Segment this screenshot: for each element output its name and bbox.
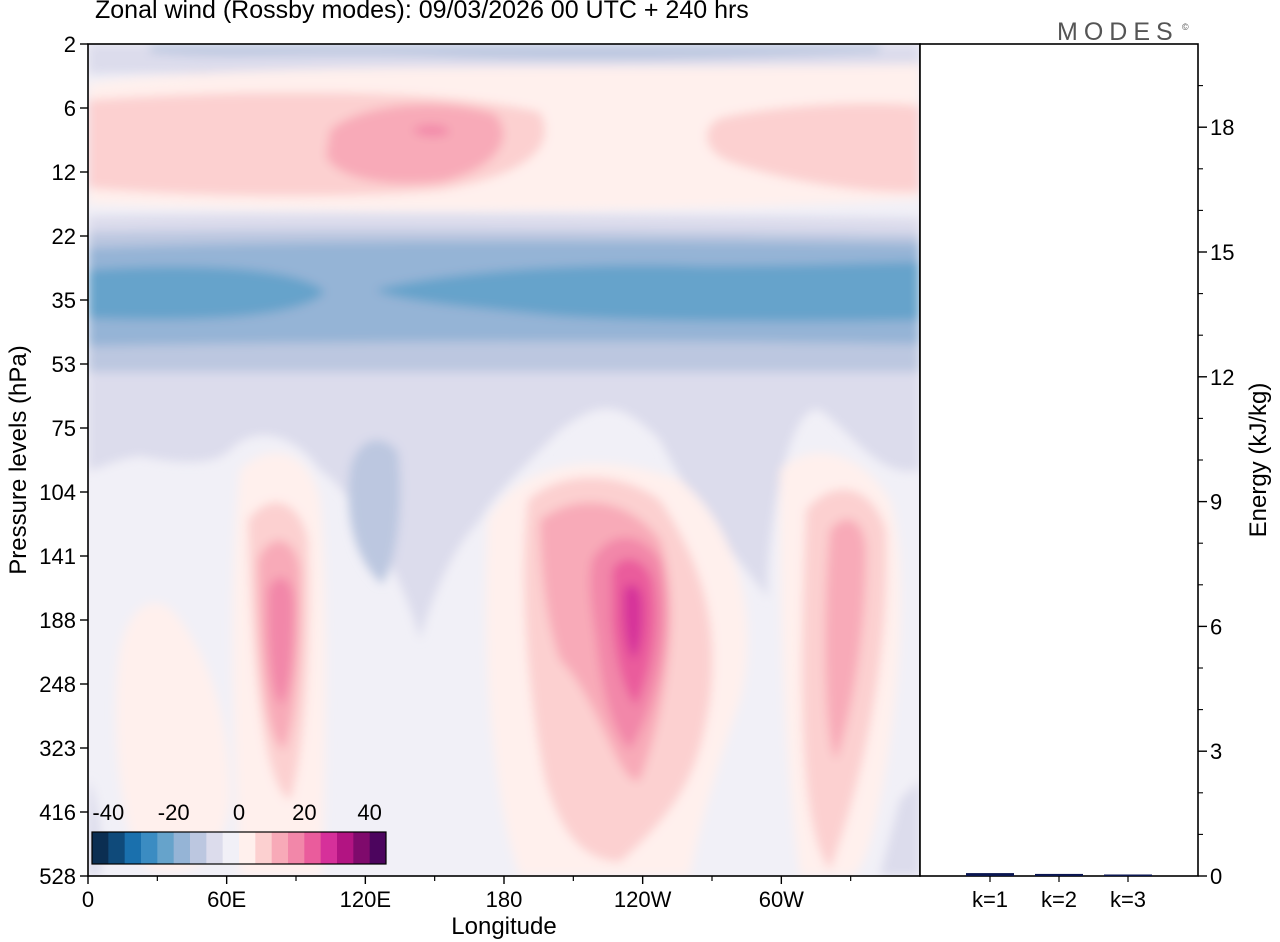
contour-bottom-right-pocket	[880, 780, 920, 876]
colorbar-labels: -40 -20 0 20 40	[92, 800, 381, 825]
energy-tick-label: 12	[1210, 365, 1234, 390]
colorbar-swatch	[337, 832, 354, 864]
copyright-mark: ©	[1182, 22, 1189, 32]
pressure-tick-label: 416	[39, 800, 76, 825]
energy-tick-label: 18	[1210, 115, 1234, 140]
colorbar-swatch	[222, 832, 240, 864]
colorbar-label: 20	[292, 800, 316, 825]
pressure-axis-label: Pressure levels (hPa)	[5, 345, 32, 574]
colorbar-swatch	[271, 832, 289, 864]
energy-tick-label: 3	[1210, 739, 1222, 764]
colorbar-swatch	[124, 832, 142, 864]
pressure-tick-label: 528	[39, 864, 76, 889]
contour-upper-westerly-4	[326, 104, 504, 184]
energy-category-label: k=3	[1110, 887, 1146, 912]
longitude-axis-label: Longitude	[451, 913, 556, 940]
energy-tick-label: 0	[1210, 864, 1222, 889]
colorbar-label: 40	[357, 800, 381, 825]
pressure-tick-label: 248	[39, 672, 76, 697]
energy-axis: 0 3 6 9 12 15 18	[1198, 85, 1234, 889]
energy-bar	[1035, 873, 1083, 876]
contour-trop-cell-1-base	[116, 603, 230, 873]
longitude-tick-label: 60W	[759, 887, 804, 912]
contour-mid-negative	[88, 372, 920, 640]
longitude-tick-label: 60E	[207, 887, 246, 912]
colorbar-swatch	[141, 832, 158, 864]
pressure-tick-label: 141	[39, 544, 76, 569]
colorbar-swatch	[108, 832, 126, 864]
contour-trop-cell-1-4	[267, 577, 295, 705]
contour-easterly-pocket	[348, 440, 401, 584]
pressure-tick-label: 104	[39, 480, 76, 505]
colorbar-label: -20	[158, 800, 190, 825]
pressure-tick-label: 35	[52, 288, 76, 313]
colorbar-swatch	[239, 832, 256, 864]
energy-tick-label: 9	[1210, 490, 1222, 515]
contour-easterly-3	[375, 262, 920, 322]
colorbar-swatch	[353, 832, 371, 864]
contour-easterly-2	[88, 266, 325, 320]
colorbar-label: -40	[92, 800, 124, 825]
pressure-tick-label: 6	[64, 96, 76, 121]
colorbar-swatch	[320, 832, 338, 864]
contour-upper-westerly-max	[412, 124, 450, 137]
contour-trop-cell-2-max	[623, 584, 643, 660]
colorbar-frame	[91, 831, 387, 865]
pressure-tick-label: 12	[52, 160, 76, 185]
pressure-tick-label: 2	[64, 32, 76, 57]
colorbar-swatch	[288, 832, 305, 864]
colorbar	[91, 831, 387, 865]
energy-category-label: k=1	[972, 887, 1008, 912]
colorbar-swatch	[369, 832, 387, 864]
colorbar-label: 0	[233, 800, 245, 825]
contour-upper-westerly-3	[706, 103, 920, 193]
colorbar-swatch	[304, 832, 322, 864]
colorbar-swatch	[173, 832, 191, 864]
energy-tick-label: 15	[1210, 240, 1234, 265]
pressure-tick-label: 22	[52, 224, 76, 249]
contour-trop-cell-3-2	[825, 519, 866, 760]
colorbar-swatch	[157, 832, 175, 864]
energy-categories: k=1 k=2 k=3	[972, 876, 1146, 912]
pressure-tick-label: 188	[39, 608, 76, 633]
pressure-tick-label: 323	[39, 736, 76, 761]
energy-bar	[1104, 874, 1152, 876]
modes-logo: MODES	[1057, 18, 1179, 46]
chart-title: Zonal wind (Rossby modes): 09/03/2026 00…	[95, 0, 749, 24]
energy-axis-label: Energy (kJ/kg)	[1245, 383, 1272, 538]
contour-field	[88, 44, 920, 876]
longitude-tick-label: 120W	[614, 887, 672, 912]
colorbar-swatch	[92, 832, 109, 864]
colorbar-swatch	[255, 832, 273, 864]
energy-tick-label: 6	[1210, 614, 1222, 639]
pressure-axis: 2 6 12 22 35 53 75 104 141 188 248 323 416 528	[39, 32, 88, 889]
longitude-tick-label: 180	[486, 887, 523, 912]
longitude-axis: 0 60E 120E 180 120W 60W	[82, 876, 852, 912]
longitude-tick-label: 120E	[340, 887, 391, 912]
colorbar-swatch	[206, 832, 224, 864]
pressure-tick-label: 53	[52, 352, 76, 377]
energy-category-label: k=2	[1041, 887, 1077, 912]
contour-top-negative-2	[150, 44, 880, 60]
longitude-tick-label: 0	[82, 887, 94, 912]
colorbar-swatch	[190, 832, 207, 864]
energy-plot-frame	[919, 43, 1199, 877]
energy-bar	[966, 873, 1014, 876]
energy-bars	[966, 873, 1152, 876]
pressure-tick-label: 75	[52, 416, 76, 441]
